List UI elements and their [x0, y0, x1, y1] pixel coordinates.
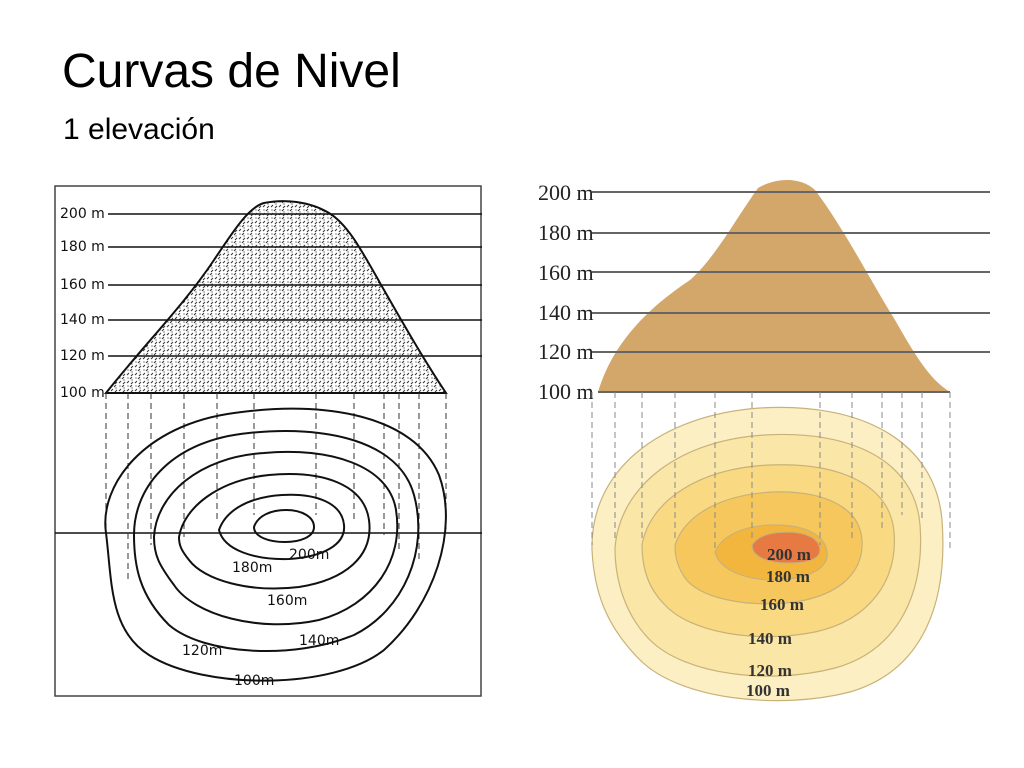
contour-map	[591, 406, 944, 702]
elevation-label: 200 m	[538, 180, 594, 205]
contour-map	[104, 407, 447, 682]
elevation-label: 100 m	[60, 385, 105, 401]
projection-lines	[591, 392, 951, 550]
contour-120	[132, 430, 420, 652]
elevation-label: 140 m	[538, 300, 594, 325]
contour-140	[152, 450, 399, 626]
elevation-label: 180 m	[60, 239, 105, 255]
elevation-label: 100 m	[538, 379, 594, 404]
elevation-labels: 200 m 180 m 160 m 140 m 120 m 100 m	[60, 206, 105, 401]
contour-label: 100 m	[746, 681, 790, 700]
contour-label: 200 m	[767, 545, 811, 564]
contour-label: 200m	[289, 547, 329, 563]
elevation-label: 180 m	[538, 220, 594, 245]
elevation-lines	[592, 191, 990, 393]
contour-200	[252, 508, 316, 544]
elevation-label: 120 m	[60, 348, 105, 364]
slide-title: Curvas de Nivel	[62, 45, 401, 98]
contour-label: 180m	[232, 560, 272, 576]
elevation-label: 160 m	[538, 260, 594, 285]
elevation-label: 200 m	[60, 206, 105, 222]
contour-diagram-sketch: 200 m 180 m 160 m 140 m 120 m 100 m 200m…	[54, 185, 482, 697]
contour-160	[177, 473, 371, 590]
contour-label: 140 m	[748, 629, 792, 648]
elevation-label: 160 m	[60, 277, 105, 293]
contour-label: 160m	[267, 593, 307, 609]
contour-label: 160 m	[760, 595, 804, 614]
slide-subtitle: 1 elevación	[63, 113, 215, 146]
contour-labels: 200 m 180 m 160 m 140 m 120 m 100 m	[746, 545, 811, 700]
contour-200	[751, 531, 821, 564]
contour-labels: 200m 180m 160m 140m 120m 100m	[182, 547, 339, 689]
contour-label: 120 m	[748, 661, 792, 680]
elevation-lines	[55, 213, 482, 534]
contour-label: 140m	[299, 633, 339, 649]
contour-diagram-color: 200 m 180 m 160 m 140 m 120 m 100 m 200 …	[538, 180, 990, 702]
contour-180	[217, 493, 346, 561]
contour-label: 100m	[234, 673, 274, 689]
contour-label: 120m	[182, 643, 222, 659]
mountain-profile	[598, 180, 950, 392]
elevation-label: 140 m	[60, 312, 105, 328]
mountain-profile	[103, 200, 448, 394]
contour-label: 180 m	[766, 567, 810, 586]
contour-100	[104, 407, 447, 682]
elevation-labels: 200 m 180 m 160 m 140 m 120 m 100 m	[538, 180, 594, 404]
elevation-label: 120 m	[538, 339, 594, 364]
